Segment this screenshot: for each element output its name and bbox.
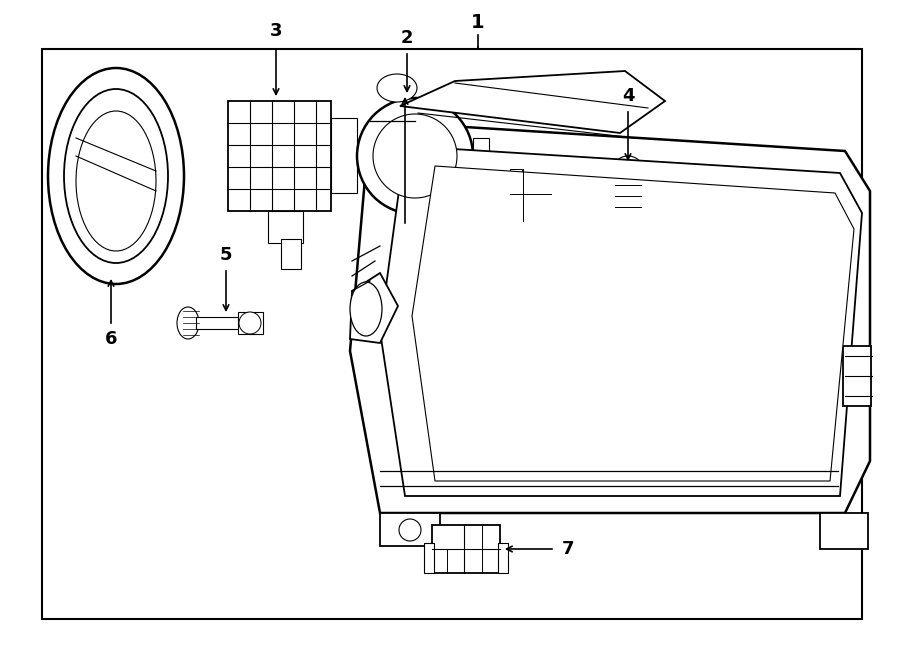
Ellipse shape [177, 307, 199, 339]
Bar [555, 174, 583, 216]
Bar [238, 312, 263, 334]
Ellipse shape [614, 156, 642, 180]
Bar [505, 164, 555, 226]
Bar [473, 138, 489, 176]
Ellipse shape [48, 68, 184, 284]
Text: 7: 7 [562, 540, 574, 558]
Bar [432, 525, 500, 573]
Polygon shape [350, 273, 398, 343]
Bar [42, 49, 862, 619]
Ellipse shape [239, 312, 261, 334]
Text: 3: 3 [270, 22, 283, 40]
Polygon shape [350, 121, 870, 513]
Polygon shape [380, 513, 440, 546]
Polygon shape [380, 146, 862, 496]
Ellipse shape [350, 282, 382, 336]
Ellipse shape [373, 114, 457, 198]
Ellipse shape [64, 89, 168, 263]
Bar [196, 317, 239, 329]
Bar [843, 346, 871, 406]
Bar [228, 101, 331, 211]
Ellipse shape [571, 177, 595, 213]
Text: 2: 2 [400, 29, 413, 47]
Text: 4: 4 [622, 87, 634, 105]
Polygon shape [412, 166, 854, 481]
Ellipse shape [563, 169, 603, 221]
Text: 6: 6 [104, 330, 117, 348]
Polygon shape [400, 71, 665, 133]
Text: 5: 5 [220, 246, 232, 264]
Ellipse shape [377, 74, 417, 102]
Bar [268, 211, 303, 243]
Bar [498, 543, 508, 573]
Ellipse shape [76, 111, 156, 251]
Bar [615, 174, 641, 218]
Text: 1: 1 [472, 13, 485, 32]
Ellipse shape [399, 519, 421, 541]
Bar [331, 118, 357, 193]
Polygon shape [820, 513, 868, 549]
Ellipse shape [357, 98, 473, 214]
Bar [281, 239, 301, 269]
Bar [424, 543, 434, 573]
Bar [510, 169, 522, 221]
